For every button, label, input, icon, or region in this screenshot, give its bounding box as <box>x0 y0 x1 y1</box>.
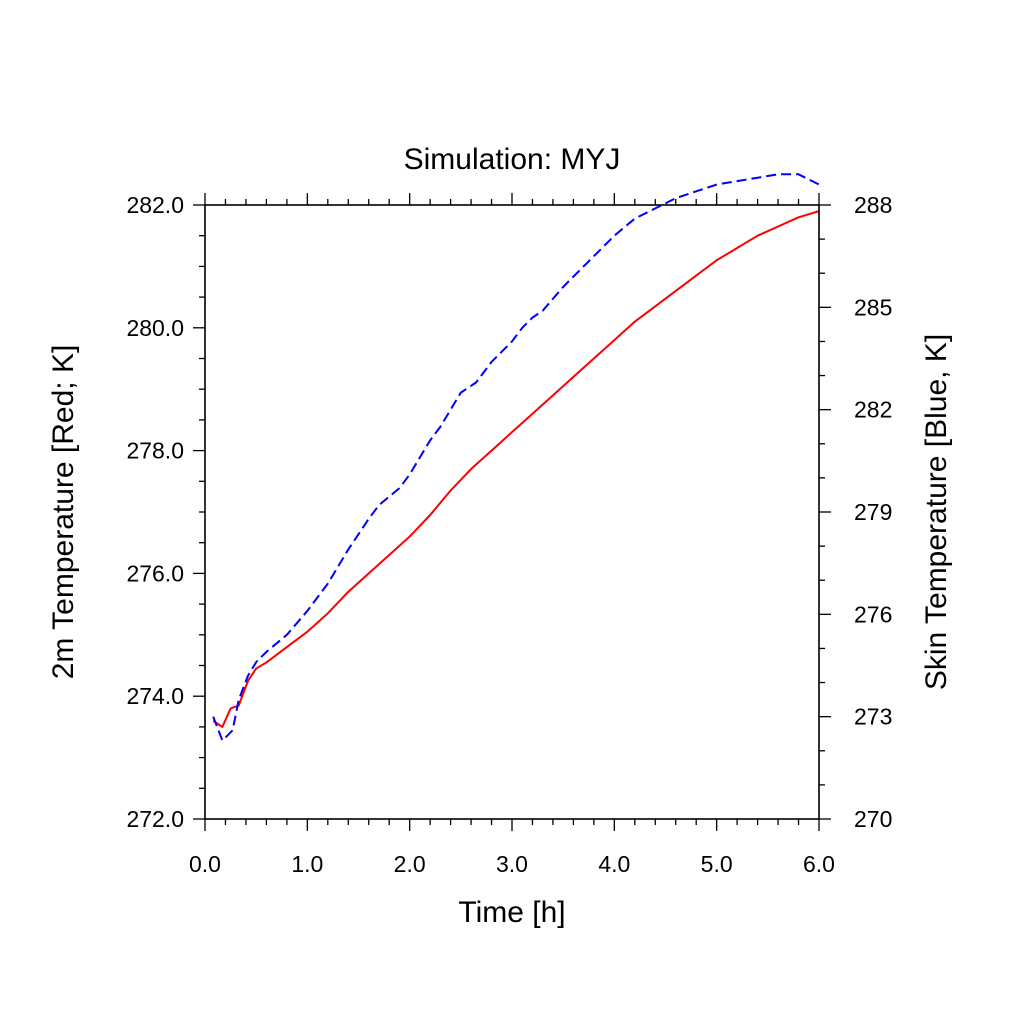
x-tick-label: 1.0 <box>291 851 323 877</box>
y-right-tick-label: 285 <box>854 294 892 320</box>
y-right-tick-label: 279 <box>854 499 892 525</box>
y-left-tick-label: 274.0 <box>126 683 184 709</box>
x-tick-label: 2.0 <box>394 851 426 877</box>
y-right-tick-label: 270 <box>854 806 892 832</box>
x-tick-label: 0.0 <box>189 851 221 877</box>
axis-tick-labels: 0.0 1.0 2.0 3.0 4.0 5.0 6.0 272.0 274.0 276.0 278.… <box>126 192 892 877</box>
y-left-tick-label: 276.0 <box>126 560 184 586</box>
series-line-left-axis <box>212 210 820 728</box>
plot-lines <box>212 173 820 742</box>
x-tick-label: 3.0 <box>496 851 528 877</box>
y-left-tick-label: 272.0 <box>126 806 184 832</box>
y-axis-left-label: 2m Temperature [Red; K] <box>47 345 80 680</box>
y-right-tick-label: 282 <box>854 397 892 423</box>
x-tick-label: 5.0 <box>701 851 733 877</box>
y-left-tick-label: 280.0 <box>126 315 184 341</box>
series-line-right-axis <box>212 173 820 742</box>
x-tick-label: 4.0 <box>598 851 630 877</box>
x-tick-label: 6.0 <box>803 851 835 877</box>
y-right-tick-label: 288 <box>854 192 892 218</box>
y-right-tick-label: 273 <box>854 704 892 730</box>
chart-title: Simulation: MYJ <box>404 143 621 176</box>
x-axis-label: Time [h] <box>458 896 565 929</box>
y-left-tick-label: 278.0 <box>126 438 184 464</box>
y-left-tick-label: 282.0 <box>126 192 184 218</box>
y-right-tick-label: 276 <box>854 601 892 627</box>
axis-ticks <box>193 193 831 831</box>
y-axis-right-label: Skin Temperature [Blue, K] <box>920 334 953 690</box>
